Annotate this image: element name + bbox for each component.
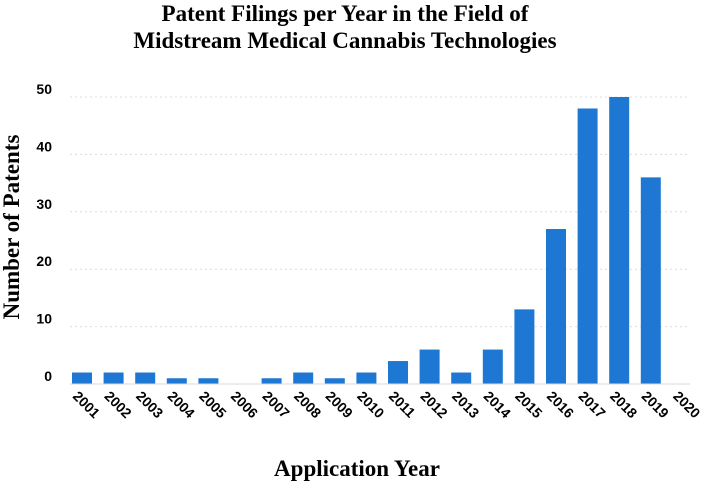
x-tick-label: 2018 bbox=[607, 388, 640, 421]
y-axis-title: Number of Patents bbox=[0, 135, 24, 320]
y-axis-tick-labels: 0 10 20 30 40 50 bbox=[36, 81, 52, 384]
bar-2002 bbox=[103, 372, 124, 384]
x-tick-label: 2013 bbox=[449, 388, 482, 421]
x-tick-label: 2010 bbox=[354, 388, 387, 421]
bar-2019 bbox=[640, 177, 661, 384]
x-tick-label: 2003 bbox=[133, 388, 166, 421]
bar-2013 bbox=[451, 372, 472, 384]
x-axis-tick-labels: 2001200220032004200520062007200820092010… bbox=[70, 388, 704, 421]
y-tick-label: 30 bbox=[36, 196, 52, 212]
x-tick-label: 2001 bbox=[70, 388, 103, 421]
x-tick-label: 2020 bbox=[670, 388, 703, 421]
bar-2005 bbox=[198, 378, 219, 384]
x-axis-title: Application Year bbox=[274, 456, 440, 481]
x-tick-label: 2014 bbox=[481, 388, 514, 421]
chart-title-line-1: Patent Filings per Year in the Field of bbox=[162, 1, 529, 26]
chart-title-line-2: Midstream Medical Cannabis Technologies bbox=[133, 28, 556, 53]
x-tick-label: 2006 bbox=[228, 388, 261, 421]
bar-2008 bbox=[293, 372, 314, 384]
y-tick-label: 0 bbox=[44, 368, 52, 384]
x-tick-label: 2007 bbox=[259, 388, 292, 421]
x-tick-label: 2011 bbox=[386, 388, 419, 421]
bar-2010 bbox=[356, 372, 377, 384]
x-tick-label: 2005 bbox=[196, 388, 229, 421]
x-tick-label: 2015 bbox=[512, 388, 545, 421]
bar-2009 bbox=[324, 378, 345, 384]
bar-2017 bbox=[577, 108, 598, 384]
bar-2001 bbox=[72, 372, 92, 384]
y-tick-label: 40 bbox=[36, 138, 52, 154]
y-tick-label: 10 bbox=[36, 311, 52, 327]
bar-2018 bbox=[609, 97, 630, 384]
bar-2014 bbox=[482, 349, 503, 384]
x-tick-label: 2002 bbox=[101, 388, 134, 421]
y-tick-label: 20 bbox=[36, 253, 52, 269]
bars bbox=[72, 97, 661, 384]
x-tick-label: 2012 bbox=[417, 388, 450, 421]
x-tick-label: 2019 bbox=[639, 388, 672, 421]
bar-2003 bbox=[135, 372, 156, 384]
x-tick-label: 2008 bbox=[291, 388, 324, 421]
bar-2012 bbox=[419, 349, 440, 384]
bar-2011 bbox=[388, 361, 408, 384]
bar-2015 bbox=[514, 309, 535, 384]
bar-2016 bbox=[546, 229, 566, 384]
bar-2004 bbox=[166, 378, 187, 384]
x-tick-label: 2017 bbox=[575, 388, 608, 421]
x-tick-label: 2004 bbox=[165, 388, 198, 421]
x-tick-label: 2016 bbox=[544, 388, 577, 421]
x-tick-label: 2009 bbox=[323, 388, 356, 421]
y-tick-label: 50 bbox=[36, 81, 52, 97]
bar-2007 bbox=[261, 378, 282, 384]
